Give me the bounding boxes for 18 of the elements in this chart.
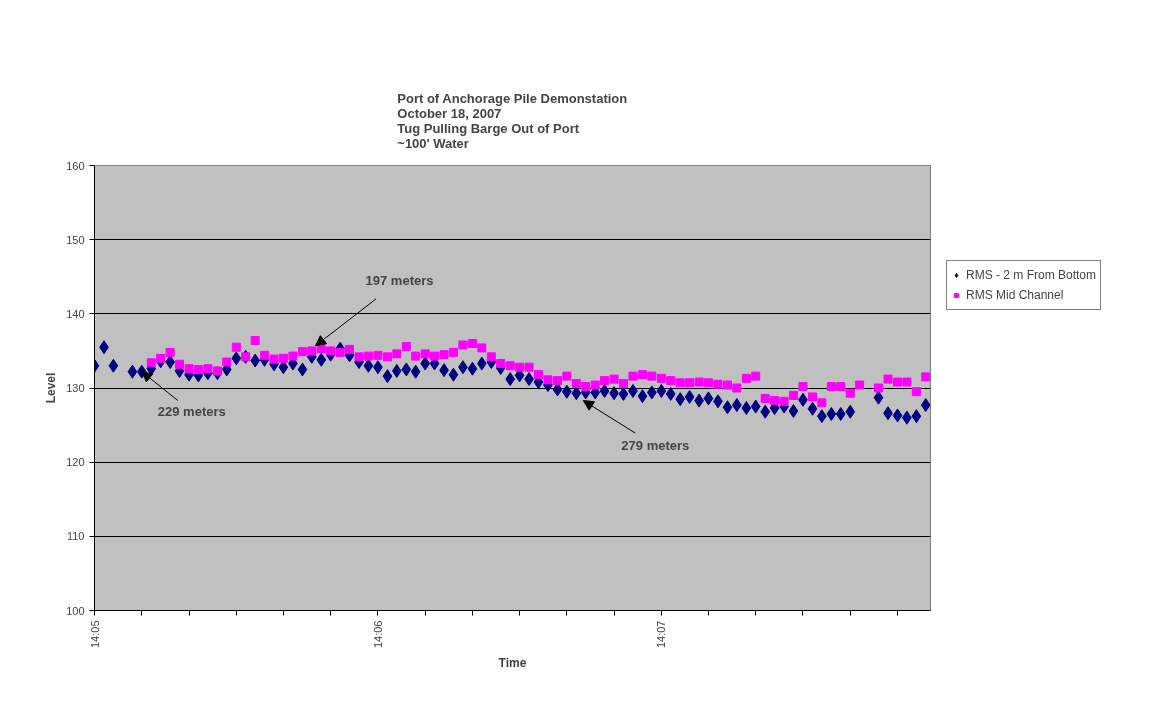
x-tick-label: 14:07 bbox=[655, 620, 668, 649]
annotation: 279 meters bbox=[621, 438, 690, 454]
y-tick-label: 110 bbox=[66, 530, 85, 543]
y-tick-label: 100 bbox=[66, 604, 85, 617]
y-tick-label: 120 bbox=[66, 456, 85, 469]
annotation: 229 meters bbox=[157, 404, 226, 420]
legend-label: RMS - 2 m From Bottom bbox=[966, 268, 1097, 282]
y-axis-title: Level bbox=[44, 372, 59, 404]
legend-label: RMS Mid Channel bbox=[966, 288, 1064, 302]
chart-title: Port of Anchorage Pile Demonstation October 18, 2007 Tug Pulling Barge Out of Port ~100' Water bbox=[397, 90, 628, 151]
x-tick-label: 14:05 bbox=[88, 620, 101, 649]
y-tick-label: 130 bbox=[66, 382, 85, 394]
y-tick-label: 140 bbox=[66, 307, 85, 320]
y-tick-label: 150 bbox=[66, 233, 85, 246]
y-tick-label: 160 bbox=[66, 159, 85, 172]
x-axis-title: Time bbox=[498, 656, 527, 671]
annotation: 197 meters bbox=[365, 273, 434, 289]
x-tick-label: 14:06 bbox=[371, 620, 384, 649]
